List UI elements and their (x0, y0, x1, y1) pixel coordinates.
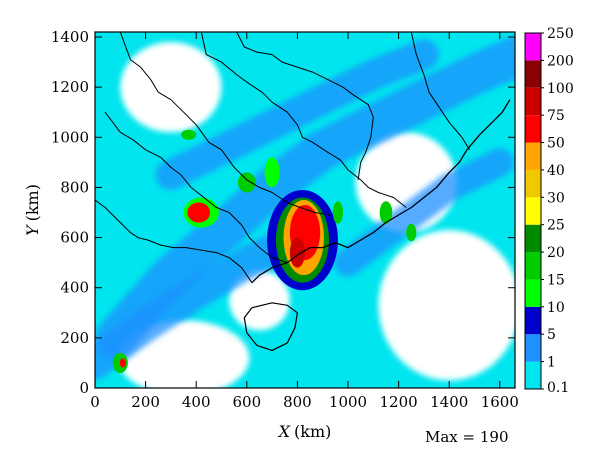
x-tick-label: 0 (90, 393, 100, 411)
colorbar-swatch (525, 252, 541, 280)
colorbar-swatch (525, 334, 541, 362)
colorbar-label: 25 (547, 218, 565, 234)
province-border-5 (410, 32, 470, 151)
colorbar-label: 1 (547, 355, 556, 371)
colorbar-label: 250 (547, 26, 574, 42)
colorbar-label: 15 (547, 272, 565, 288)
coastline-0 (251, 99, 511, 284)
colorbar-label: 5 (547, 327, 556, 343)
rain-cell-14 (332, 201, 343, 224)
colorbar-swatch (525, 60, 541, 88)
y-tick-label: 1000 (51, 128, 89, 146)
province-border-2 (236, 32, 374, 180)
colorbar-label: 40 (547, 163, 565, 179)
colorbar-swatch (525, 115, 541, 143)
y-tick-label: 800 (60, 178, 89, 196)
rain-cell-13 (264, 157, 280, 188)
colorbar-swatch (525, 169, 541, 198)
x-tick-label: 1000 (329, 393, 367, 411)
colorbar-label: 50 (547, 136, 565, 152)
x-axis-label: X (km) (277, 422, 332, 441)
colorbar-label: 75 (547, 108, 565, 124)
colorbar-swatch (525, 224, 541, 253)
y-tick-label: 1400 (51, 28, 89, 46)
precipitation-field (95, 32, 515, 388)
y-axis-variable: Y (23, 224, 42, 236)
x-tick-label: 200 (131, 393, 160, 411)
rain-cell-9 (237, 172, 256, 193)
plot-frame (94, 31, 516, 389)
y-tick-label: 600 (60, 229, 89, 247)
colorbar-label: 20 (547, 245, 565, 261)
rain-cell-12 (406, 223, 417, 242)
rain-cell-10 (181, 129, 197, 140)
dry-area-0 (120, 42, 222, 133)
x-tick-label: 1600 (481, 393, 519, 411)
colorbar-swatch (525, 142, 541, 170)
province-border-0 (119, 32, 331, 216)
y-axis: 0 200 400 600 800 1000 1200 1400 (51, 28, 515, 397)
y-axis-unit: (km) (23, 184, 42, 221)
province-border-1 (200, 32, 362, 181)
province-border-6 (95, 199, 253, 283)
colorbar-frame (524, 32, 542, 390)
rain-cell-6 (187, 202, 211, 223)
x-tick-label: 1200 (380, 393, 418, 411)
colorbar-label: 100 (547, 81, 574, 97)
plot-area (94, 31, 516, 389)
x-tick-label: 400 (182, 393, 211, 411)
y-tick-label: 1200 (51, 78, 89, 96)
rain-band-northwest-band (155, 39, 440, 191)
x-axis-unit: (km) (294, 422, 331, 441)
colorbar-swatch (525, 306, 541, 335)
colorbar-swatch (525, 87, 541, 116)
province-border-3 (104, 111, 288, 264)
rain-cell-11 (379, 201, 393, 224)
colorbar-label: 0.1 (547, 380, 569, 396)
province-border-4 (360, 179, 407, 208)
island-outline-0 (243, 302, 298, 351)
x-axis: 0 200 400 600 800 1000 1200 1400 1600 (90, 32, 519, 411)
colorbar-swatch (525, 361, 541, 389)
colorbar-swatch (525, 33, 541, 61)
colorbar-label: 200 (547, 53, 574, 69)
colorbar-swatch (525, 279, 541, 307)
x-axis-variable: X (277, 422, 291, 441)
rain-band-south-band (95, 221, 314, 380)
x-tick-label: 1400 (430, 393, 468, 411)
colorbar-label: 10 (547, 300, 565, 316)
dry-area-4 (229, 270, 290, 331)
x-tick-label: 600 (232, 393, 261, 411)
rain-band-east-band (334, 148, 514, 277)
y-tick-label: 0 (79, 379, 89, 397)
rain-cell-4 (289, 237, 305, 268)
colorbar-label: 30 (547, 190, 565, 206)
y-tick-label: 200 (60, 329, 89, 347)
y-tick-label: 400 (60, 279, 89, 297)
map-boundaries (95, 32, 511, 351)
dry-area-2 (378, 230, 515, 381)
max-value-note: Max = 190 (425, 428, 509, 446)
rain-cell-8 (119, 358, 126, 368)
rain-band-main-band (95, 36, 515, 359)
y-axis-label: Y (km) (23, 184, 42, 236)
x-tick-label: 800 (283, 393, 312, 411)
colorbar-swatch (525, 197, 541, 225)
